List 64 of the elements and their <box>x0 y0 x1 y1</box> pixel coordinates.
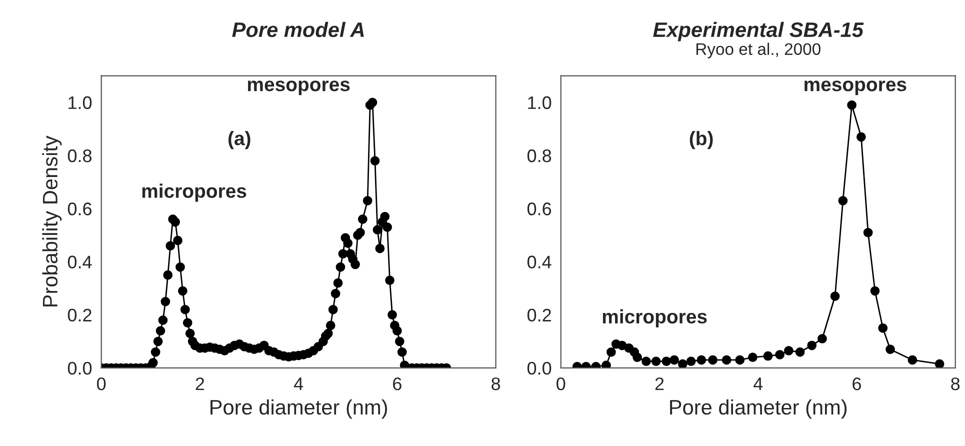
annotation: mesopores <box>248 80 350 96</box>
x-tick-label: 8 <box>492 377 500 390</box>
x-axis-title: Pore diameter (nm) <box>210 399 387 419</box>
chart-title: Experimental SBA-15 <box>653 22 864 42</box>
point <box>795 347 805 357</box>
x-tick-label: 8 <box>951 377 960 390</box>
point <box>708 355 718 365</box>
point <box>830 292 840 301</box>
point <box>642 356 651 366</box>
y-tick-label: 0.2 <box>68 308 92 322</box>
point <box>908 355 918 365</box>
x-axis-title: Pore diameter (nm) <box>670 399 847 419</box>
point <box>775 350 784 360</box>
x-tick-label: 4 <box>754 378 763 390</box>
point <box>735 355 745 365</box>
point <box>863 228 873 238</box>
y-tick-label: 1.0 <box>68 96 92 110</box>
annotation: mesopores <box>804 80 906 96</box>
y-tick-label: 0.8 <box>527 149 552 162</box>
x-tick-label: 0 <box>97 377 106 390</box>
point <box>602 360 611 368</box>
x-tick-label: 2 <box>655 377 664 390</box>
y-axis-title: Probability Density <box>42 136 62 306</box>
point <box>678 359 688 368</box>
point <box>878 323 888 333</box>
x-tick-label: 6 <box>393 377 402 390</box>
annotation: (b) <box>690 131 713 150</box>
x-tick-label: 2 <box>196 377 204 390</box>
point <box>748 352 758 362</box>
point <box>606 347 616 357</box>
point <box>784 346 794 356</box>
chart-subtitle: Ryoo et al., 2000 <box>696 42 820 58</box>
x-tick-label: 6 <box>852 377 861 390</box>
y-tick-label: 0.4 <box>527 256 552 268</box>
point <box>632 352 642 362</box>
point <box>856 132 866 142</box>
annotation: micropores <box>602 309 707 328</box>
y-tick-label: 0.8 <box>68 149 92 162</box>
annotation: (a) <box>228 131 250 150</box>
x-tick-label: 4 <box>294 378 304 390</box>
point <box>847 100 856 110</box>
point <box>662 356 672 366</box>
y-tick-label: 0.6 <box>68 202 92 216</box>
point <box>763 351 773 361</box>
y-tick-label: 0.2 <box>527 308 551 322</box>
chart-title: Pore model A <box>232 22 364 38</box>
y-tick-label: 0.6 <box>527 202 552 216</box>
point <box>870 286 880 296</box>
point <box>670 355 679 365</box>
point <box>807 340 817 350</box>
y-tick-label: 0.0 <box>68 362 92 375</box>
annotation: micropores <box>142 184 246 202</box>
point <box>722 355 732 365</box>
point <box>818 334 827 344</box>
point <box>696 355 706 365</box>
point <box>686 356 696 366</box>
x-tick-label: 0 <box>556 377 566 390</box>
point <box>651 356 661 366</box>
point <box>886 344 895 354</box>
y-tick-label: 1.0 <box>528 96 552 110</box>
point <box>838 196 848 206</box>
point <box>934 359 944 368</box>
y-tick-label: 0.4 <box>68 256 92 268</box>
y-tick-label: 0.0 <box>527 362 552 375</box>
